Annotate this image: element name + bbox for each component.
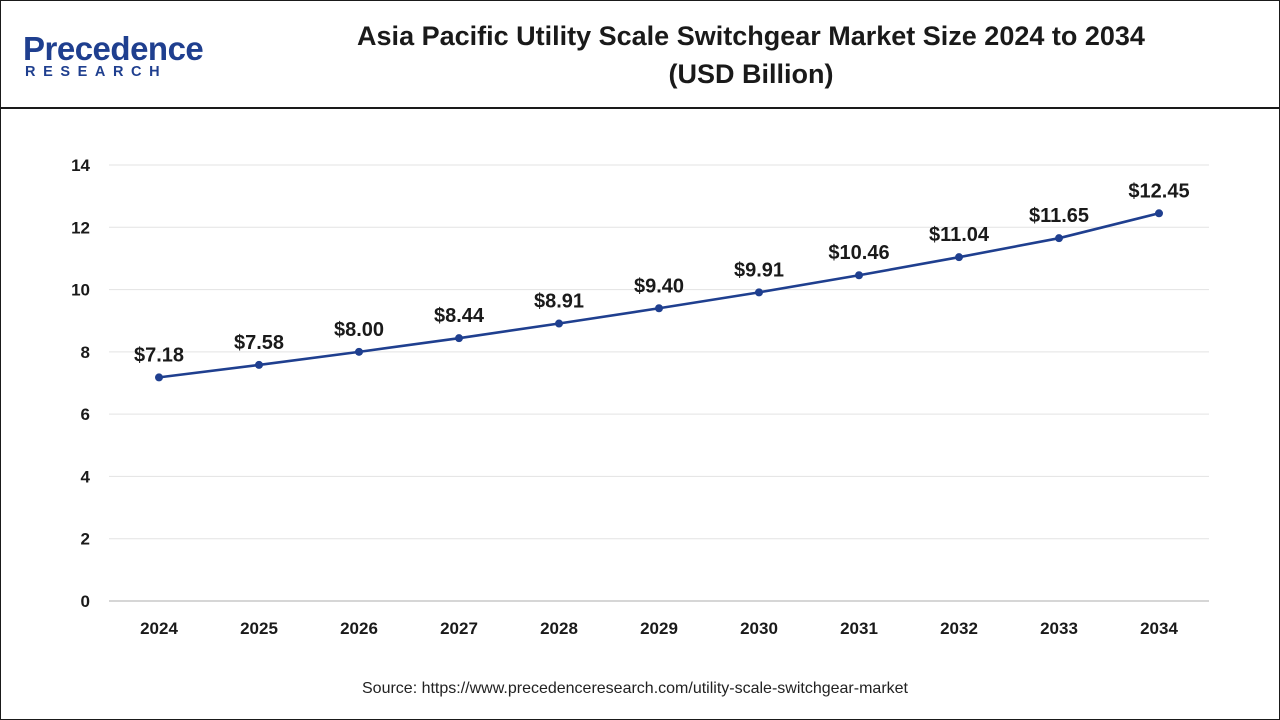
x-tick-label: 2026 bbox=[340, 619, 378, 638]
data-point bbox=[655, 304, 663, 313]
x-tick-label: 2030 bbox=[740, 619, 778, 638]
x-tick-label: 2024 bbox=[140, 619, 178, 638]
x-tick-label: 2029 bbox=[640, 619, 678, 638]
x-tick-label: 2031 bbox=[840, 619, 878, 638]
chart-title-line-2: (USD Billion) bbox=[668, 59, 834, 89]
data-point bbox=[155, 373, 163, 382]
y-tick-label: 10 bbox=[71, 281, 90, 300]
data-label: $11.65 bbox=[1029, 205, 1089, 227]
data-label: $11.04 bbox=[929, 224, 990, 246]
data-point bbox=[1155, 209, 1163, 218]
data-point bbox=[355, 347, 363, 356]
x-tick-label: 2028 bbox=[540, 619, 578, 638]
data-label: $12.45 bbox=[1128, 180, 1189, 202]
data-point bbox=[255, 360, 263, 369]
data-label: $7.18 bbox=[134, 344, 184, 366]
y-tick-label: 14 bbox=[71, 156, 90, 175]
data-point bbox=[455, 334, 463, 343]
x-tick-label: 2032 bbox=[940, 619, 978, 638]
logo-wordmark: Precedence bbox=[23, 30, 204, 67]
y-tick-label: 8 bbox=[81, 343, 90, 362]
data-label: $9.40 bbox=[634, 275, 684, 297]
data-label: $9.91 bbox=[734, 259, 784, 281]
data-point bbox=[755, 288, 763, 297]
chart-title-line-1: Asia Pacific Utility Scale Switchgear Ma… bbox=[357, 21, 1145, 51]
y-tick-label: 4 bbox=[81, 467, 91, 486]
y-tick-label: 12 bbox=[71, 218, 90, 237]
data-label: $8.00 bbox=[334, 319, 384, 341]
x-tick-label: 2027 bbox=[440, 619, 478, 638]
chart-header: Precedence RESEARCH Asia Pacific Utility… bbox=[1, 1, 1279, 109]
data-point bbox=[855, 271, 863, 280]
data-label: $10.46 bbox=[828, 242, 889, 264]
x-tick-label: 2025 bbox=[240, 619, 278, 638]
data-label: $7.58 bbox=[234, 332, 284, 354]
source-note: Source: https://www.precedenceresearch.c… bbox=[362, 680, 908, 697]
data-point bbox=[955, 253, 963, 262]
chart-title: Asia Pacific Utility Scale Switchgear Ma… bbox=[261, 17, 1241, 93]
x-tick-label: 2034 bbox=[1140, 619, 1178, 638]
y-tick-label: 0 bbox=[81, 592, 90, 611]
data-label: $8.44 bbox=[434, 305, 485, 327]
data-label: $8.91 bbox=[534, 291, 584, 313]
data-point bbox=[1055, 234, 1063, 243]
x-tick-label: 2033 bbox=[1040, 619, 1078, 638]
logo-subtitle: RESEARCH bbox=[25, 64, 168, 80]
y-tick-label: 6 bbox=[81, 405, 90, 424]
y-tick-label: 2 bbox=[81, 530, 90, 549]
line-chart: 0 2 4 6 8 10 12 14 2024 2025 2026 2027 2028 2029 2030 2… bbox=[71, 156, 1209, 638]
brand-logo: Precedence RESEARCH bbox=[21, 29, 221, 85]
data-point bbox=[555, 319, 563, 328]
